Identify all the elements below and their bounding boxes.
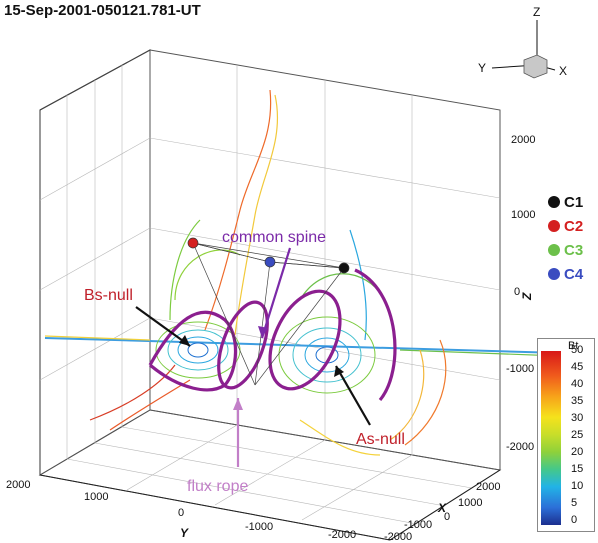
colorbar-tick: 45 [571, 361, 584, 373]
colorbar-tick: 15 [571, 463, 584, 475]
common-spine-arrowhead [258, 326, 268, 338]
colorbar-tick: 35 [571, 395, 584, 407]
x-tick-label: -2000 [384, 531, 412, 543]
legend-label: C2 [564, 217, 584, 235]
colorbar-title: Bt [568, 340, 579, 352]
y-tick-label: -1000 [245, 521, 273, 533]
x-axis-label: X [437, 501, 447, 515]
legend-item-c3: C3 [548, 238, 598, 262]
z-tick-label: 2000 [511, 134, 535, 146]
colorbar-tick: 50 [571, 344, 584, 356]
as-null-label: As-null [356, 431, 405, 448]
legend-label: C4 [564, 265, 584, 283]
page-title: 15-Sep-2001-050121.781-UT [4, 2, 201, 19]
y-tick-label: 1000 [84, 491, 108, 503]
as-null-arrowhead [334, 366, 344, 377]
colorbar-tick: 0 [571, 514, 578, 526]
legend-dot [548, 196, 560, 208]
colorbar-tick: 5 [571, 497, 578, 509]
legend-item-c1: C1 [548, 190, 598, 214]
orientation-z-label: Z [533, 5, 540, 19]
flux-rope-label: flux rope [187, 478, 248, 495]
spacecraft-c1-marker [338, 262, 350, 274]
legend-dot [548, 268, 560, 280]
legend-label: C1 [564, 193, 584, 211]
legend-dot [548, 220, 560, 232]
box-front-edges [39, 469, 501, 541]
bs-null-label: Bs-null [84, 287, 133, 304]
x-tick-label: 1000 [458, 497, 482, 509]
legend-label: C3 [564, 241, 584, 259]
x-tick-label: 0 [444, 511, 450, 523]
x-axis-ticks: 2000 1000 0 -1000 -2000 [384, 481, 500, 543]
z-tick-label: 1000 [511, 209, 535, 221]
x-tick-label: 2000 [476, 481, 500, 493]
colorbar-tick: 10 [571, 480, 584, 492]
spacecraft-c4-marker [264, 256, 276, 268]
y-tick-label: 2000 [6, 479, 30, 491]
annotation-arrows [135, 247, 371, 467]
z-axis-ticks: 2000 1000 0 -1000 -2000 [506, 134, 535, 453]
flux-rope-arrowhead [233, 398, 243, 410]
x-tick-label: -1000 [404, 519, 432, 531]
z-axis-label: Z [520, 292, 534, 301]
z-tick-label: 0 [514, 286, 520, 298]
legend-item-c2: C2 [548, 214, 598, 238]
orientation-x-label: X [559, 64, 567, 78]
as-null-vortex [278, 316, 376, 394]
colorbar-gradient [541, 351, 561, 525]
y-axis-ticks: 2000 1000 0 -1000 -2000 [6, 479, 356, 541]
grid-lines [39, 65, 501, 525]
z-tick-label: -2000 [506, 441, 534, 453]
spacecraft-c2-marker [187, 237, 199, 249]
y-tick-label: -2000 [328, 529, 356, 541]
bs-null-arrowhead [179, 335, 190, 346]
colorbar-tick: 25 [571, 429, 584, 441]
flux-rope [148, 268, 397, 402]
bt-colorbar: Bt 50 45 40 35 30 25 20 15 10 5 0 [537, 338, 595, 532]
field-lines [44, 89, 561, 456]
colorbar-tick: 40 [571, 378, 584, 390]
orientation-y-label: Y [478, 61, 486, 75]
z-tick-label: -1000 [506, 363, 534, 375]
orientation-triad: Z Y X [478, 5, 567, 79]
colorbar-tick: 20 [571, 446, 584, 458]
spacecraft-legend: C1 C2 C3 C4 [548, 190, 598, 286]
y-axis-label: Y [180, 526, 189, 540]
legend-item-c4: C4 [548, 262, 598, 286]
legend-dot [548, 244, 560, 256]
colorbar-tick: 30 [571, 412, 584, 424]
y-tick-label: 0 [178, 507, 184, 519]
common-spine-label: common spine [222, 229, 326, 246]
